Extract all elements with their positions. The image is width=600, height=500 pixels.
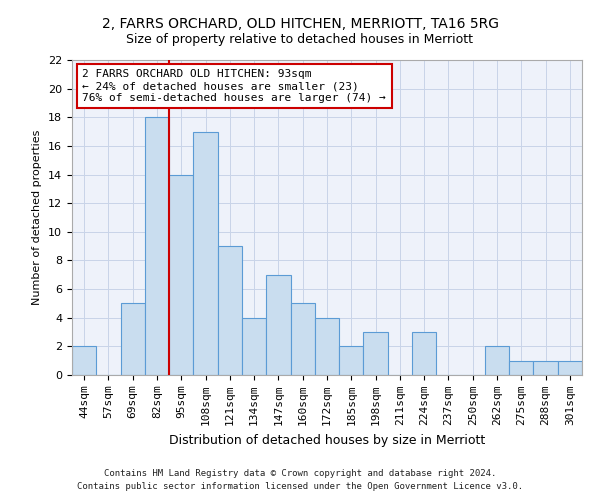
- Bar: [412, 332, 436, 375]
- Bar: [339, 346, 364, 375]
- Bar: [364, 332, 388, 375]
- Bar: [290, 304, 315, 375]
- Bar: [558, 360, 582, 375]
- Bar: [315, 318, 339, 375]
- Bar: [72, 346, 96, 375]
- Bar: [242, 318, 266, 375]
- Bar: [193, 132, 218, 375]
- Bar: [145, 118, 169, 375]
- Text: 2, FARRS ORCHARD, OLD HITCHEN, MERRIOTT, TA16 5RG: 2, FARRS ORCHARD, OLD HITCHEN, MERRIOTT,…: [101, 18, 499, 32]
- Text: Contains public sector information licensed under the Open Government Licence v3: Contains public sector information licen…: [77, 482, 523, 491]
- Text: 2 FARRS ORCHARD OLD HITCHEN: 93sqm
← 24% of detached houses are smaller (23)
76%: 2 FARRS ORCHARD OLD HITCHEN: 93sqm ← 24%…: [82, 70, 386, 102]
- Bar: [169, 174, 193, 375]
- Bar: [485, 346, 509, 375]
- Y-axis label: Number of detached properties: Number of detached properties: [32, 130, 43, 305]
- Bar: [266, 275, 290, 375]
- Text: Contains HM Land Registry data © Crown copyright and database right 2024.: Contains HM Land Registry data © Crown c…: [104, 468, 496, 477]
- X-axis label: Distribution of detached houses by size in Merriott: Distribution of detached houses by size …: [169, 434, 485, 446]
- Bar: [533, 360, 558, 375]
- Bar: [218, 246, 242, 375]
- Text: Size of property relative to detached houses in Merriott: Size of property relative to detached ho…: [127, 32, 473, 46]
- Bar: [509, 360, 533, 375]
- Bar: [121, 304, 145, 375]
